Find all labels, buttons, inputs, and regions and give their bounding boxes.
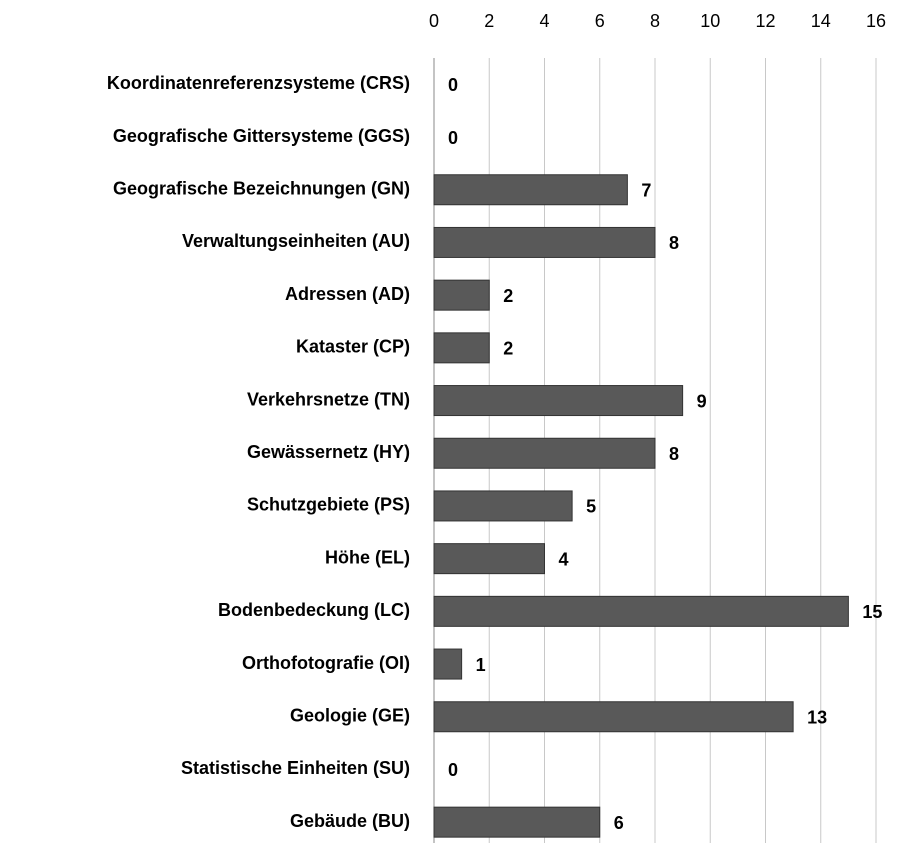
y-tick-label: Koordinatenreferenzsysteme (CRS) <box>107 73 410 93</box>
x-tick-label: 12 <box>755 11 775 31</box>
data-label: 9 <box>697 391 707 411</box>
data-label: 0 <box>448 128 458 148</box>
y-tick-label: Kataster (CP) <box>296 337 410 357</box>
x-tick-label: 0 <box>429 11 439 31</box>
data-label: 1 <box>476 655 486 675</box>
x-tick-label: 14 <box>811 11 831 31</box>
x-tick-label: 16 <box>866 11 886 31</box>
bar <box>433 385 684 417</box>
data-label: 0 <box>448 760 458 780</box>
data-label: 2 <box>503 286 513 306</box>
bar <box>433 543 545 575</box>
data-label: 8 <box>669 444 679 464</box>
bar <box>433 806 601 838</box>
data-label: 2 <box>503 339 513 359</box>
bar <box>433 332 490 364</box>
bar <box>433 490 573 522</box>
x-tick-label: 4 <box>539 11 549 31</box>
x-tick-label: 8 <box>650 11 660 31</box>
bar <box>433 279 490 311</box>
bar <box>433 701 794 733</box>
bar <box>433 174 628 206</box>
y-tick-label: Gewässernetz (HY) <box>247 442 410 462</box>
bar <box>433 437 656 469</box>
x-tick-label: 6 <box>595 11 605 31</box>
x-tick-label: 2 <box>484 11 494 31</box>
bar <box>433 226 656 258</box>
y-tick-label: Verwaltungseinheiten (AU) <box>182 231 410 251</box>
data-label: 13 <box>807 708 827 728</box>
data-label: 15 <box>862 602 882 622</box>
y-tick-label: Höhe (EL) <box>325 547 410 567</box>
y-tick-label: Schutzgebiete (PS) <box>247 495 410 515</box>
data-label: 0 <box>448 75 458 95</box>
data-label: 6 <box>614 813 624 833</box>
y-tick-label: Gebäude (BU) <box>290 811 410 831</box>
x-tick-label: 10 <box>700 11 720 31</box>
data-label: 8 <box>669 233 679 253</box>
y-tick-label: Geografische Bezeichnungen (GN) <box>113 179 410 199</box>
y-tick-label: Bodenbedeckung (LC) <box>218 600 410 620</box>
data-label: 4 <box>559 549 569 569</box>
y-tick-label: Verkehrsnetze (TN) <box>247 389 410 409</box>
bar <box>433 648 463 680</box>
y-tick-label: Geologie (GE) <box>290 706 410 726</box>
data-label: 7 <box>641 181 651 201</box>
y-tick-label: Orthofotografie (OI) <box>242 653 410 673</box>
y-tick-label: Geografische Gittersysteme (GGS) <box>113 126 410 146</box>
y-tick-label: Adressen (AD) <box>285 284 410 304</box>
bar <box>433 595 849 627</box>
y-tick-label: Statistische Einheiten (SU) <box>181 758 410 778</box>
data-label: 5 <box>586 497 596 517</box>
